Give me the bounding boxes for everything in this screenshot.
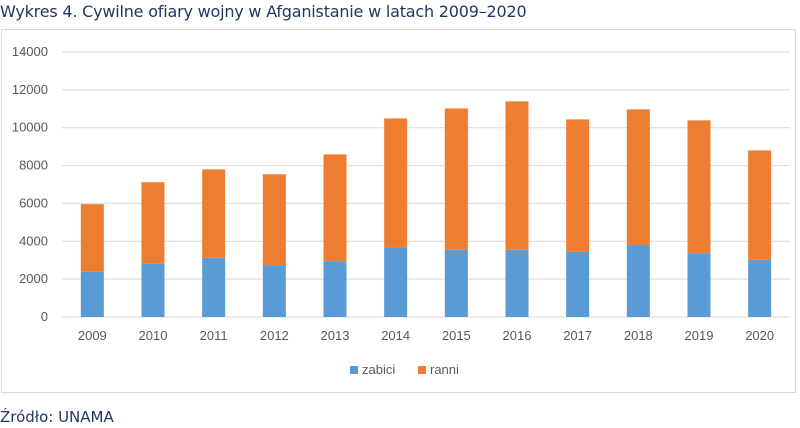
bar-ranni-2016 [505,101,529,250]
legend-label-zabici: zabici [362,362,395,377]
bar-zabici-2014 [384,247,408,317]
bar-zabici-2017 [566,251,590,317]
y-tick-label: 4000 [19,233,48,248]
bar-zabici-2020 [748,259,772,317]
bar-zabici-2010 [141,263,165,317]
source-note: Źródło: UNAMA [0,408,114,426]
bar-zabici-2015 [444,249,468,317]
y-tick-label: 6000 [19,195,48,210]
bar-zabici-2016 [505,249,529,317]
x-tick-label: 2009 [78,328,107,343]
bar-ranni-2018 [626,109,650,246]
x-tick-label: 2015 [442,328,471,343]
bar-zabici-2018 [626,245,650,317]
legend-label-ranni: ranni [430,362,459,377]
x-tick-label: 2020 [745,328,774,343]
x-tick-label: 2017 [563,328,592,343]
y-tick-label: 2000 [19,271,48,286]
x-tick-label: 2013 [321,328,350,343]
x-tick-label: 2011 [200,328,228,343]
bar-ranni-2019 [687,120,711,254]
y-tick-label: 10000 [12,120,48,135]
bar-ranni-2012 [262,174,286,266]
bar-ranni-2013 [323,154,347,262]
bar-zabici-2009 [80,271,104,317]
legend-swatch-ranni [418,366,426,374]
legend-swatch-zabici [350,366,358,374]
bar-ranni-2014 [384,118,408,248]
bar-ranni-2011 [202,169,226,258]
bar-ranni-2015 [444,108,468,250]
chart-frame [1,29,796,393]
chart-title: Wykres 4. Cywilne ofiary wojny w Afganis… [0,2,527,21]
bar-zabici-2013 [323,261,347,317]
x-tick-label: 2019 [685,328,714,343]
y-tick-label: 14000 [12,44,48,59]
bar-zabici-2019 [687,253,711,317]
bar-ranni-2010 [141,182,165,264]
bar-zabici-2011 [202,257,226,317]
bar-ranni-2020 [748,150,772,260]
y-tick-label: 12000 [12,82,48,97]
bar-ranni-2017 [566,119,590,252]
y-tick-label: 8000 [19,158,48,173]
x-tick-label: 2014 [381,328,410,343]
x-tick-label: 2016 [503,328,532,343]
bar-ranni-2009 [80,204,104,272]
y-tick-label: 0 [41,309,48,324]
bar-zabici-2012 [262,265,286,317]
x-tick-label: 2012 [260,328,289,343]
x-tick-label: 2010 [139,328,168,343]
x-tick-label: 2018 [624,328,653,343]
